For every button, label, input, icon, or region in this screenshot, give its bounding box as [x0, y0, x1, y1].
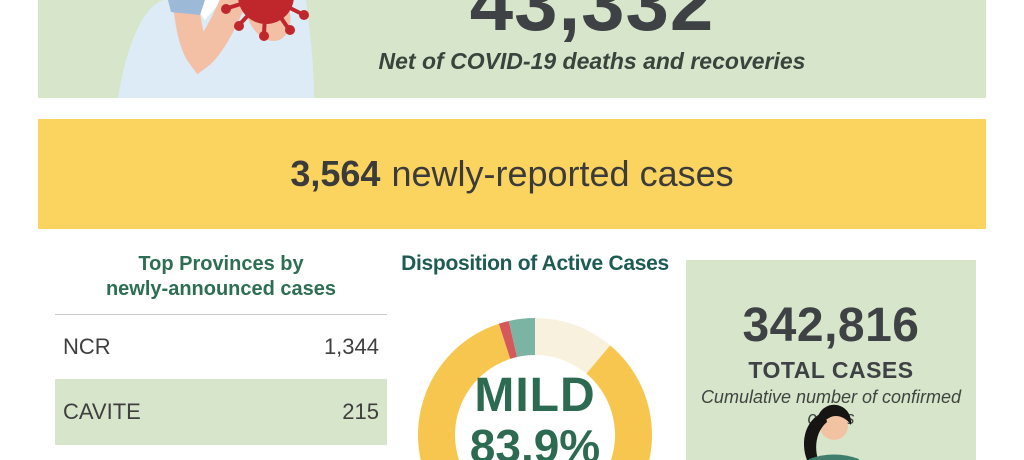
donut-center-label: MILD 83.9% [469, 369, 601, 460]
person-illustration [804, 404, 859, 460]
donut-segment [535, 318, 611, 374]
province-name: CAVITE [63, 399, 141, 424]
new-cases-count: 3,564 [290, 153, 381, 194]
disposition-title: Disposition of Active Cases [401, 252, 669, 275]
province-name: NCR [63, 334, 111, 359]
active-cases-text: 43,332 Net of COVID-19 deaths and recove… [248, 0, 936, 98]
arm-virus-illustration [118, 0, 314, 98]
new-cases-banner: 3,564 newly-reported cases [38, 119, 986, 229]
total-cases-panel: 342,816 TOTAL CASES Cumulative number of… [686, 260, 976, 460]
active-cases-donut-chart [418, 318, 652, 460]
new-cases-label: newly-reported cases [391, 153, 734, 194]
top-provinces-panel: Top Provinces by newly-announced cases N… [55, 252, 387, 445]
active-cases-banner: 43,332 Net of COVID-19 deaths and recove… [38, 0, 986, 98]
virus-icon [221, 0, 309, 41]
active-cases-value: 43,332 [469, 0, 715, 47]
disposition-panel: Disposition of Active Cases MILD 83.9% [375, 252, 695, 460]
table-row-ncr: NCR 1,344 [55, 315, 387, 379]
divider [55, 314, 387, 315]
donut-segment [498, 320, 518, 359]
total-cases-value: 342,816 [742, 299, 920, 352]
total-cases-label: TOTAL CASES [748, 357, 914, 383]
donut-segment [508, 318, 535, 358]
province-value: 1,344 [323, 334, 379, 359]
table-row-cavite: CAVITE 215 [55, 379, 387, 445]
top-provinces-title: Top Provinces by newly-announced cases [105, 253, 337, 300]
donut-segment-mild [418, 323, 652, 460]
province-value: 215 [342, 399, 379, 424]
active-cases-caption: Net of COVID-19 deaths and recoveries [378, 48, 806, 74]
donut-segments [418, 318, 652, 460]
